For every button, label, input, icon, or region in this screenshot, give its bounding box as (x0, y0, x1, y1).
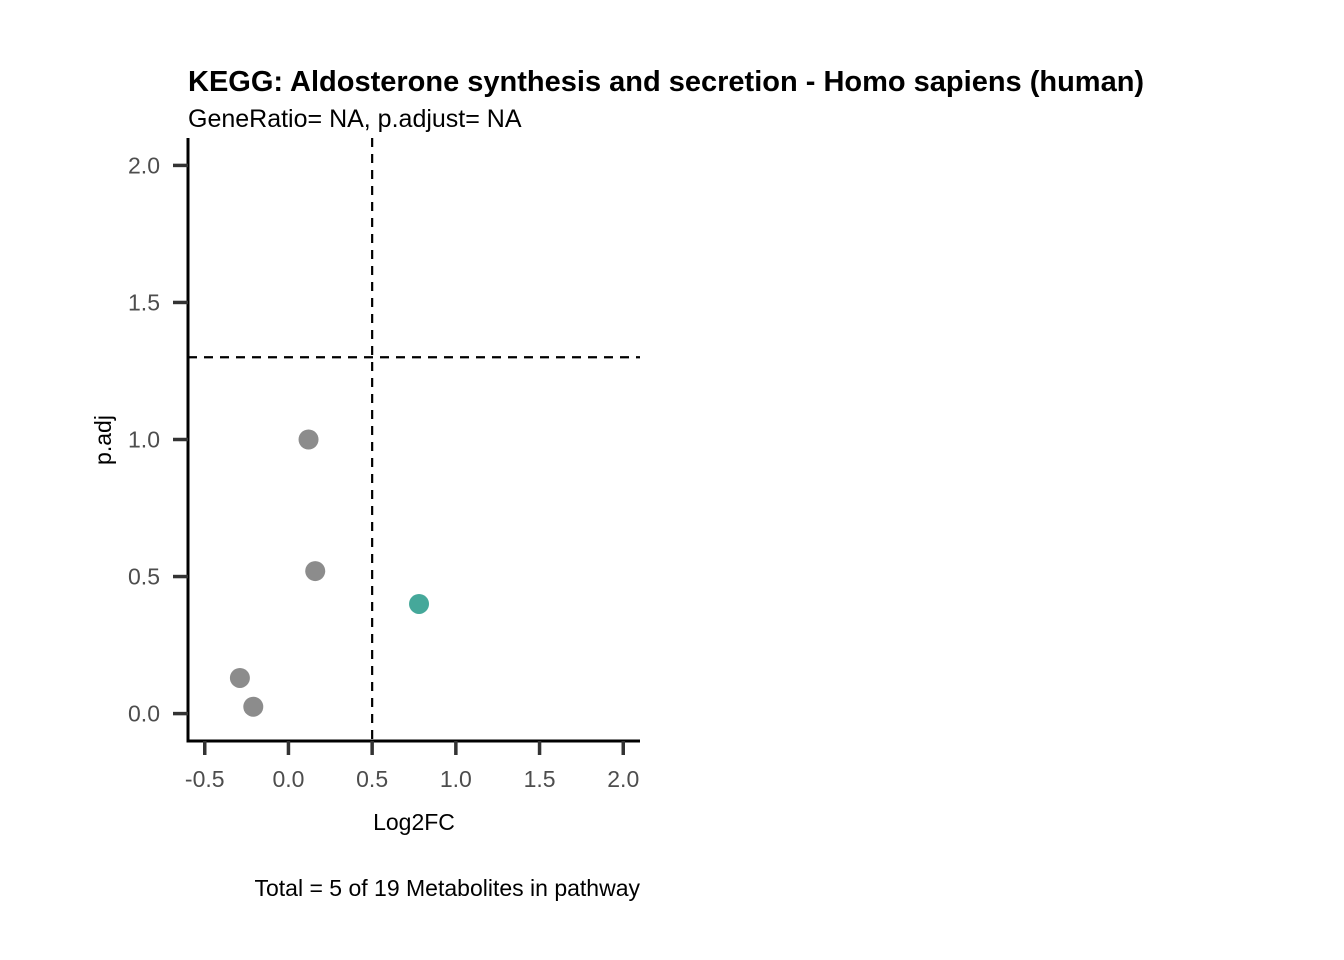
chart-subtitle: GeneRatio= NA, p.adjust= NA (188, 105, 522, 133)
data-point (243, 696, 264, 717)
x-tick-label: 0.5 (356, 766, 388, 792)
reference-lines (188, 138, 640, 741)
y-tick-label: 2.0 (128, 152, 160, 178)
y-tick-label: 0.0 (128, 701, 160, 727)
x-tick-label: 0.0 (272, 766, 304, 792)
data-points (229, 429, 430, 717)
x-tick-label: 1.0 (440, 766, 472, 792)
y-tick-label: 0.5 (128, 564, 160, 590)
x-tick-label: 2.0 (607, 766, 639, 792)
chart-caption: Total = 5 of 19 Metabolites in pathway (255, 875, 641, 901)
data-point-highlight (409, 593, 430, 614)
chart-title: KEGG: Aldosterone synthesis and secretio… (188, 66, 1144, 98)
data-point (229, 667, 250, 688)
y-tick-label: 1.0 (128, 427, 160, 453)
axes (186, 138, 640, 743)
y-axis-ticks: 0.0 0.5 1.0 1.5 2.0 (128, 152, 188, 727)
x-tick-label: 1.5 (524, 766, 556, 792)
x-axis-label: Log2FC (373, 809, 455, 835)
y-tick-label: 1.5 (128, 289, 160, 315)
x-axis-ticks: -0.5 0.0 0.5 1.0 1.5 2.0 (185, 741, 639, 792)
y-axis-label: p.adj (90, 415, 116, 465)
x-tick-label: -0.5 (185, 766, 225, 792)
data-point (305, 561, 326, 582)
data-point (298, 429, 319, 450)
